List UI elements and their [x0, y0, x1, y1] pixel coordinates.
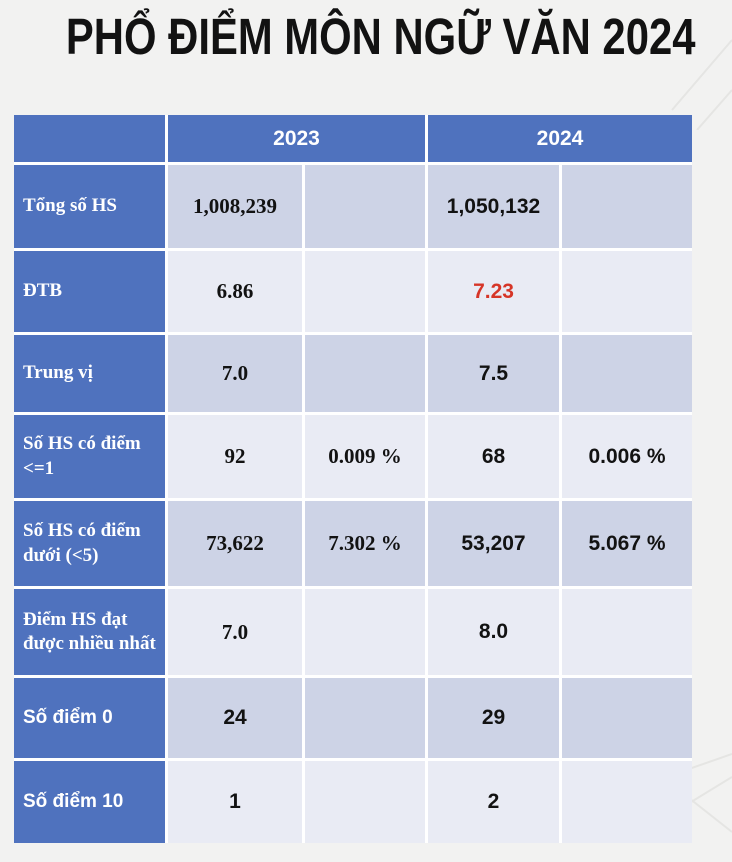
value-cell	[562, 165, 692, 248]
value-cell	[305, 589, 425, 675]
value-cell: 7.0	[168, 589, 302, 675]
row-label: Trung vị	[14, 335, 165, 412]
row-label: Số HS có điểm <=1	[14, 415, 165, 498]
value-cell: 5.067 %	[562, 501, 692, 586]
value-cell: 29	[428, 678, 559, 758]
value-cell: 1	[168, 761, 302, 843]
value-cell: 8.0	[428, 589, 559, 675]
value-cell: 7.302 %	[305, 501, 425, 586]
page-title: PHỔ ĐIỂM MÔN NGỮ VĂN 2024	[65, 8, 696, 65]
row-label: ĐTB	[14, 251, 165, 332]
value-cell: 1,050,132	[428, 165, 559, 248]
value-cell: 73,622	[168, 501, 302, 586]
row-label: Số HS có điểm dưới (<5)	[14, 501, 165, 586]
value-cell: 6.86	[168, 251, 302, 332]
value-cell: 7.5	[428, 335, 559, 412]
value-cell: 7.23	[428, 251, 559, 332]
row-label: Số điểm 0	[14, 678, 165, 758]
row-label: Tổng số HS	[14, 165, 165, 248]
score-table: 2023 2024 Tổng số HS 1,008,239 1,050,132 ĐT…	[14, 115, 692, 843]
header-year-2023: 2023	[168, 115, 425, 162]
value-cell: 53,207	[428, 501, 559, 586]
value-cell: 92	[168, 415, 302, 498]
value-cell	[305, 678, 425, 758]
value-cell	[305, 251, 425, 332]
value-cell: 68	[428, 415, 559, 498]
value-cell	[562, 761, 692, 843]
header-year-2024: 2024	[428, 115, 692, 162]
value-cell	[562, 678, 692, 758]
value-cell: 0.006 %	[562, 415, 692, 498]
row-label: Điểm HS đạt được nhiều nhất	[14, 589, 165, 675]
value-cell: 7.0	[168, 335, 302, 412]
value-cell	[562, 589, 692, 675]
value-cell: 1,008,239	[168, 165, 302, 248]
value-cell: 0.009 %	[305, 415, 425, 498]
value-cell	[562, 251, 692, 332]
value-cell	[305, 165, 425, 248]
value-cell	[562, 335, 692, 412]
value-cell: 24	[168, 678, 302, 758]
value-cell: 2	[428, 761, 559, 843]
row-label: Số điểm 10	[14, 761, 165, 843]
value-cell	[305, 761, 425, 843]
header-corner-cell	[14, 115, 165, 162]
value-cell	[305, 335, 425, 412]
